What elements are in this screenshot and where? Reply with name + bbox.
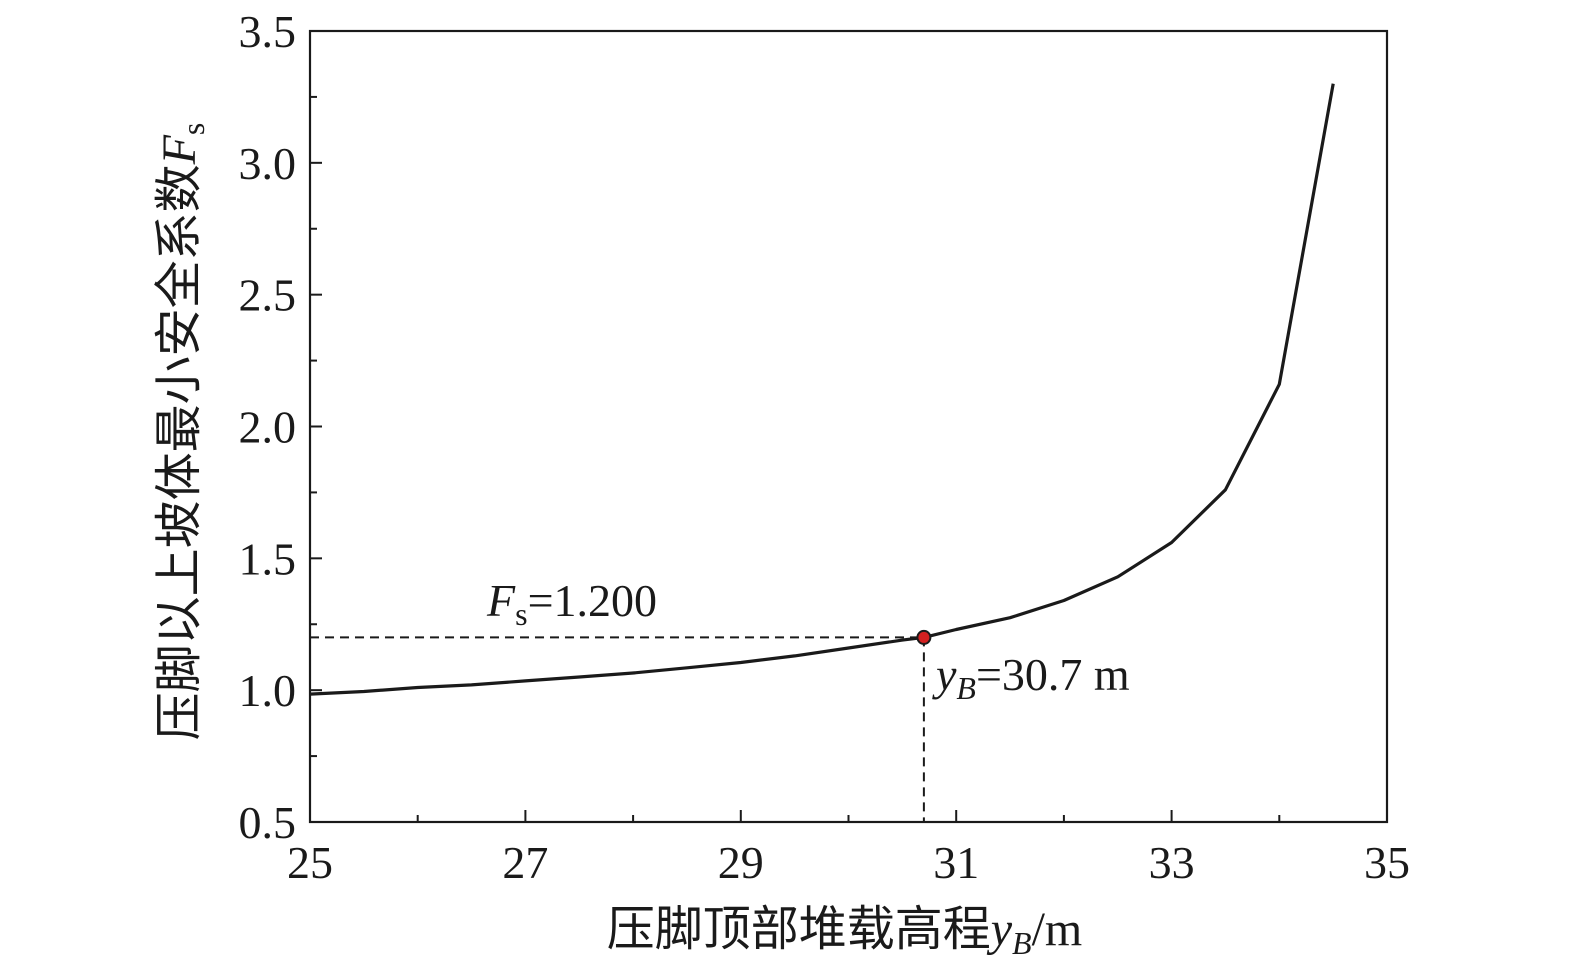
fs-annotation-sub: s [515, 596, 527, 632]
y-tick-label: 1.5 [239, 533, 297, 584]
x-tick-label: 29 [718, 837, 764, 888]
series-line [309, 83, 1335, 696]
x-axis-title-sub: B [1012, 925, 1032, 961]
y-tick-label: 3.0 [239, 138, 297, 189]
y-axis-title: 压脚以上坡体最小安全系数Fs [153, 123, 211, 741]
y-tick-label: 1.0 [239, 665, 297, 716]
x-tick-label: 33 [1149, 837, 1195, 888]
y-tick-label: 0.5 [239, 797, 297, 848]
y-axis-title-text: 压脚以上坡体最小安全系数 [153, 164, 206, 740]
fs-annotation-var: F [486, 575, 516, 626]
highlight-point [916, 629, 932, 645]
plot-frame [308, 29, 1389, 824]
x-axis-title-unit: /m [1032, 903, 1083, 956]
y-tick-label: 2.5 [239, 270, 297, 321]
fs-annotation-value: =1.200 [528, 575, 657, 626]
series-layer [309, 83, 1335, 696]
yb-annotation-sub: B [956, 670, 976, 706]
x-tick-label: 35 [1364, 837, 1410, 888]
y-tick-label: 2.0 [239, 402, 297, 453]
yb-annotation: yB=30.7 m [932, 649, 1130, 706]
fs-annotation: Fs=1.200 [486, 575, 657, 632]
x-tick-label: 31 [933, 837, 979, 888]
x-tick-label: 27 [502, 837, 548, 888]
yb-annotation-value: =30.7 m [976, 649, 1130, 700]
guides-layer [310, 636, 925, 822]
x-axis-title: 压脚顶部堆载高程yB/m [607, 903, 1083, 961]
x-axis-title-text: 压脚顶部堆载高程 [607, 903, 991, 956]
x-axis-title-var: y [986, 903, 1013, 956]
yb-annotation-var: y [932, 649, 957, 700]
y-axis-title-sub: s [175, 123, 211, 135]
y-tick-label: 3.5 [239, 6, 297, 57]
labels-layer: 25 27 29 31 33 35 0.5 1.0 1.5 2.0 2.5 3.0 3.5 [239, 6, 1411, 888]
ticks-layer [309, 30, 1388, 823]
y-axis-title-var: F [153, 134, 206, 165]
x-tick-label: 25 [287, 837, 333, 888]
